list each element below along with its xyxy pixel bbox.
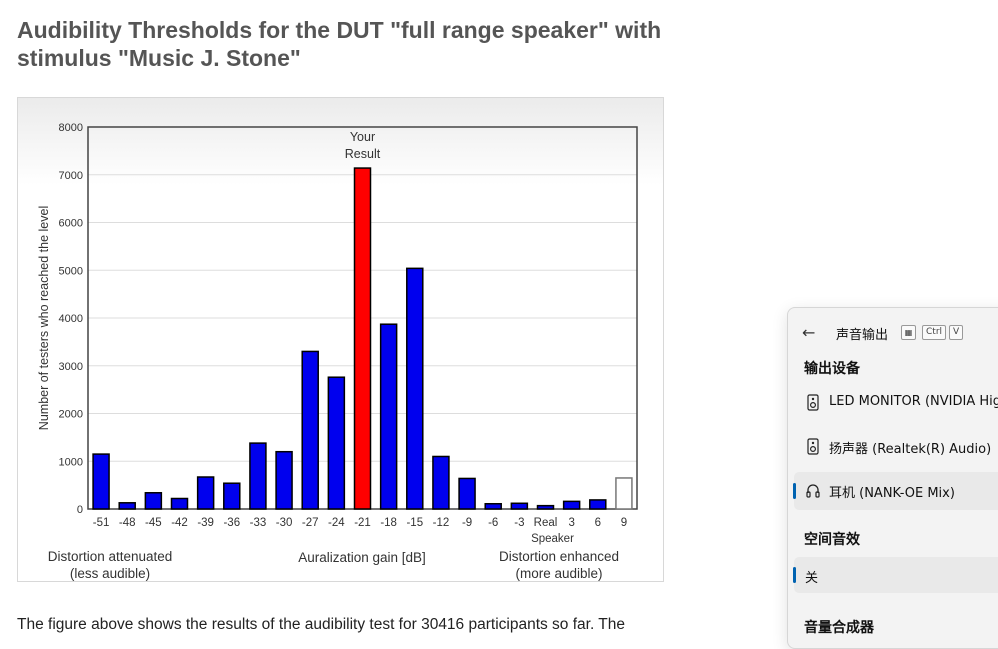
headphones-icon <box>806 484 820 498</box>
x-tick-label: -45 <box>145 517 162 529</box>
bar <box>615 477 633 510</box>
bar <box>92 453 110 510</box>
x-tick-label: Real <box>534 517 558 529</box>
x-axis-label: Auralization gain [dB] <box>298 550 426 565</box>
y-tick-label: 0 <box>77 504 83 516</box>
bar <box>536 504 555 510</box>
spatial-sound-heading: 空间音效 <box>804 532 860 548</box>
x-tick-label: -30 <box>276 517 293 529</box>
chart-container: 0 1000 2000 3000 4000 5000 6000 7000 8000 Number … <box>17 97 664 582</box>
x-tick-label: 6 <box>595 517 601 529</box>
bar <box>170 497 189 510</box>
x-tick-label: -21 <box>354 517 371 529</box>
x-tick-label: -6 <box>488 517 498 529</box>
x-tick-label: -33 <box>250 517 267 529</box>
spatial-sound-value: 关 <box>805 571 819 586</box>
device-item-realtek-speaker[interactable]: 扬声器 (Realtek(R) Audio) <box>794 428 998 466</box>
volume-mixer-heading: 音量合成器 <box>804 620 874 636</box>
bar <box>353 167 372 510</box>
x-tick-label: -12 <box>433 517 450 529</box>
device-label: LED MONITOR (NVIDIA High <box>829 394 998 409</box>
selected-indicator <box>793 567 796 583</box>
x-tick-label: -48 <box>119 517 136 529</box>
y-axis-label: Number of testers who reached the level <box>37 206 51 430</box>
device-item-led-monitor[interactable]: LED MONITOR (NVIDIA High <box>794 384 998 422</box>
shortcut-key-v: V <box>949 325 964 340</box>
annotation-left: Distortion attenuated <box>48 549 173 564</box>
x-tick-label: -51 <box>93 517 110 529</box>
bar <box>327 376 346 510</box>
bar <box>484 502 502 510</box>
bar <box>379 323 398 510</box>
bar <box>406 267 424 510</box>
bar <box>589 499 607 510</box>
y-tick-label: 6000 <box>59 218 83 230</box>
bar <box>196 476 215 510</box>
windows-key-icon: ▦ <box>901 325 916 340</box>
x-tick-label: -9 <box>462 517 472 529</box>
y-tick-label: 3000 <box>59 361 83 373</box>
back-arrow-icon[interactable]: ← <box>802 323 816 342</box>
your-result-label: Your <box>350 130 375 144</box>
speaker-icon <box>807 438 819 455</box>
flyout-title: 声音输出 <box>836 328 889 343</box>
bar <box>432 455 450 510</box>
description-text: The figure above shows the results of th… <box>17 616 626 633</box>
x-tick-label: -24 <box>328 517 345 529</box>
x-tick-label: -42 <box>171 517 188 529</box>
bar <box>510 502 529 510</box>
bar <box>249 442 267 510</box>
annotation-right: Distortion enhanced <box>499 549 619 564</box>
bar <box>275 450 293 510</box>
y-tick-label: 8000 <box>59 122 83 134</box>
x-tick-label: 3 <box>568 517 574 529</box>
device-item-headphones[interactable]: 耳机 (NANK-OE Mix) <box>793 472 998 510</box>
x-tick-label: -3 <box>514 517 524 529</box>
bar <box>301 350 319 510</box>
bar <box>562 500 581 510</box>
annotation-left: (less audible) <box>70 566 150 581</box>
audibility-bar-chart: 0 1000 2000 3000 4000 5000 6000 7000 8000 Number … <box>37 122 638 581</box>
your-result-label: Result <box>345 147 381 161</box>
bar <box>118 502 136 510</box>
bar <box>458 477 476 510</box>
y-tick-label: 7000 <box>59 170 83 182</box>
shortcut-key-ctrl: Ctrl <box>922 325 947 340</box>
x-tick-label-line2: Speaker <box>531 533 574 545</box>
y-tick-label: 4000 <box>59 313 83 325</box>
y-tick-label: 2000 <box>59 409 83 421</box>
speaker-icon <box>807 394 819 411</box>
output-devices-heading: 输出设备 <box>804 361 860 377</box>
flyout-header: ← 声音输出 ▦ Ctrl V <box>788 322 998 344</box>
y-tick-label: 1000 <box>59 456 83 468</box>
x-tick-label: -27 <box>302 517 319 529</box>
y-tick-label: 5000 <box>59 265 83 277</box>
device-label: 耳机 (NANK-OE Mix) <box>829 486 955 501</box>
x-tick-label: -15 <box>406 517 423 529</box>
bar <box>223 482 241 510</box>
x-tick-label: 9 <box>621 517 627 529</box>
x-tick-label: -39 <box>197 517 214 529</box>
page-title: Audibility Thresholds for the DUT "full … <box>17 17 662 71</box>
spatial-sound-option-off[interactable]: 关 <box>793 557 998 593</box>
x-tick-label: -36 <box>223 517 240 529</box>
x-tick-label: -18 <box>380 517 397 529</box>
annotation-right: (more audible) <box>515 566 602 581</box>
bar <box>144 492 163 510</box>
sound-output-flyout: ← 声音输出 ▦ Ctrl V 输出设备 LED MONITOR (NVIDIA… <box>787 307 998 649</box>
selected-indicator <box>793 483 796 499</box>
device-label: 扬声器 (Realtek(R) Audio) <box>829 442 992 457</box>
